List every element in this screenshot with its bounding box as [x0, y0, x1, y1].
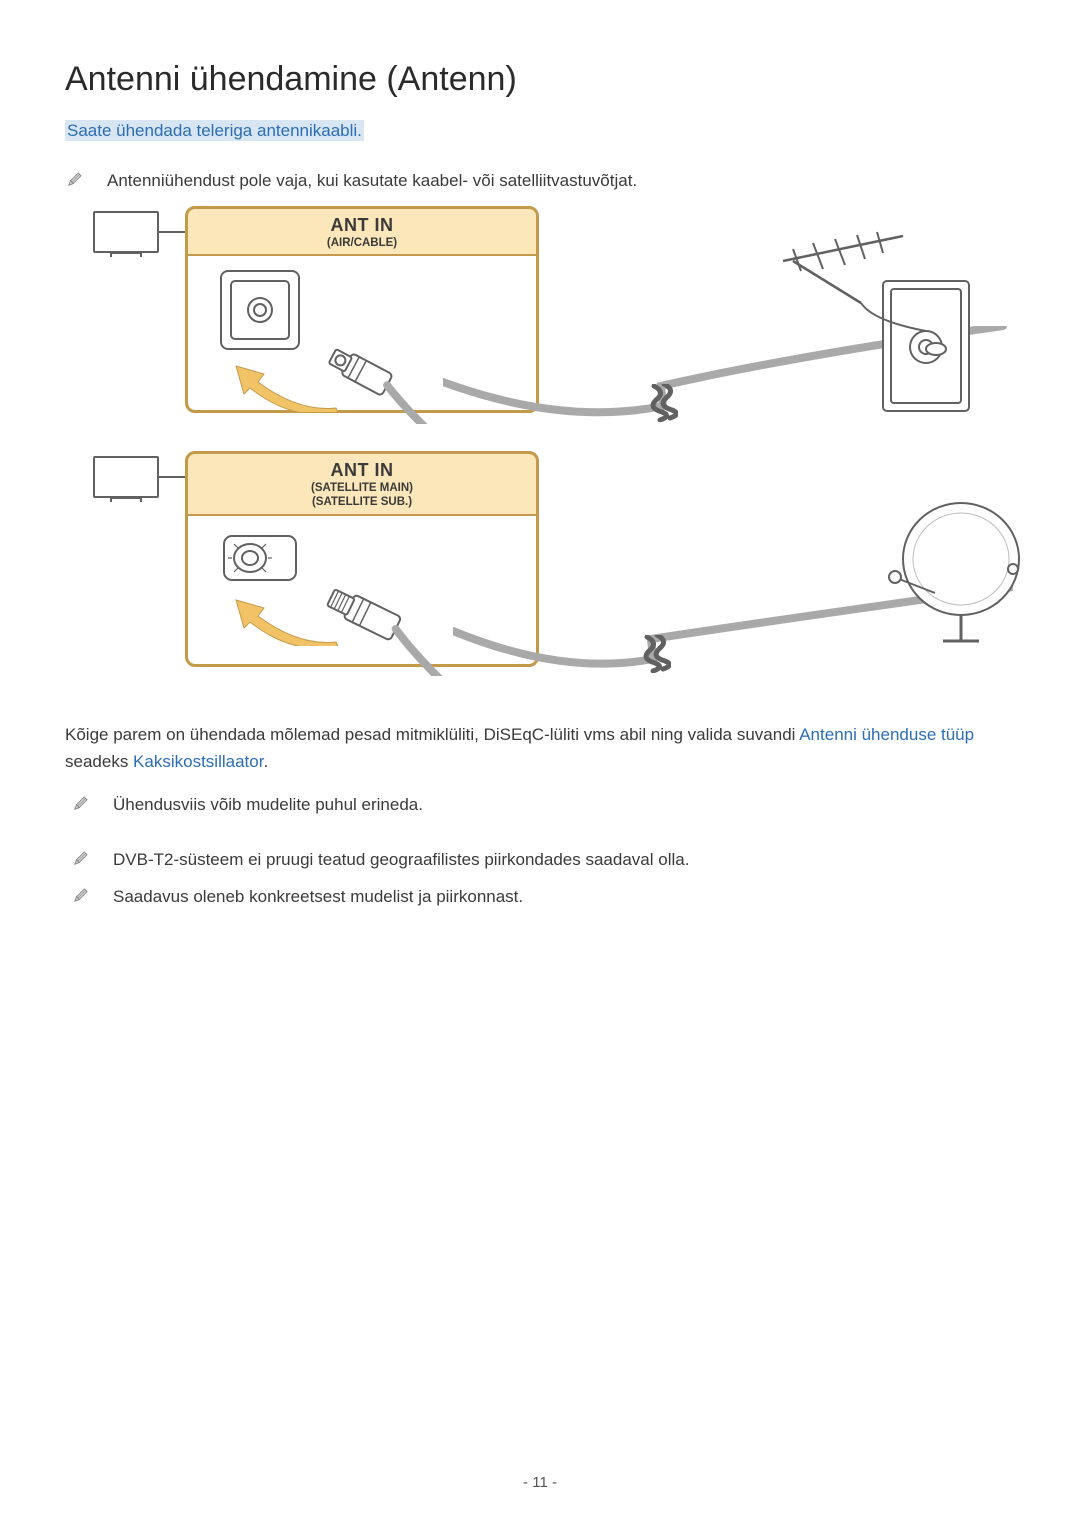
page-subtitle: Saate ühendada teleriga antennikaabli.: [65, 120, 364, 141]
note-text: DVB-T2-süsteem ei pruugi teatud geograaf…: [113, 848, 689, 873]
body-text-pre: Kõige parem on ühendada mõlemad pesad mi…: [65, 725, 799, 744]
cable-squiggle-icon: [641, 635, 671, 673]
tv-icon: [93, 456, 159, 498]
note-row: Saadavus oleneb konkreetsest mudelist ja…: [71, 885, 1015, 910]
top-note-text: Antenniühendust pole vaja, kui kasutate …: [107, 169, 637, 194]
roof-antenna-icon: [753, 231, 1013, 431]
cable-squiggle-icon: [648, 384, 678, 422]
port-label-2: ANT IN (SATELLITE MAIN) (SATELLITE SUB.): [188, 454, 536, 514]
pencil-icon: [65, 171, 83, 194]
link-antenna-type[interactable]: Antenni ühenduse tüüp: [799, 725, 974, 744]
body-text-post: .: [263, 752, 268, 771]
body-paragraph: Kõige parem on ühendada mõlemad pesad mi…: [65, 721, 1015, 775]
notes-list: Ühendusviis võib mudelite puhul erineda.…: [71, 793, 1015, 910]
pencil-icon: [71, 887, 89, 910]
port-label-1: ANT IN (AIR/CABLE): [188, 209, 536, 254]
note-row: Ühendusviis võib mudelite puhul erineda.: [71, 793, 1015, 818]
page-number: - 11 -: [0, 1474, 1080, 1491]
document-page: Antenni ühendamine (Antenn) Saate ühenda…: [0, 0, 1080, 910]
f-connector-icon: [218, 530, 302, 590]
port-sub-2a: (SATELLITE MAIN): [196, 481, 528, 495]
pencil-icon: [71, 795, 89, 818]
wall-plate-icon: [220, 270, 300, 350]
tv-connector-line: [159, 231, 185, 233]
diagram-2: ANT IN (SATELLITE MAIN) (SATELLITE SUB.): [93, 451, 1015, 691]
satellite-dish-icon: [863, 491, 1033, 651]
port-sub-1: (AIR/CABLE): [196, 236, 528, 250]
tv-connector-line: [159, 476, 185, 478]
port-sub-2b: (SATELLITE SUB.): [196, 495, 528, 509]
cable-plug-icon: [316, 586, 476, 676]
port-title-1: ANT IN: [196, 215, 528, 236]
top-note-row: Antenniühendust pole vaja, kui kasutate …: [65, 169, 1015, 194]
note-text: Ühendusviis võib mudelite puhul erineda.: [113, 793, 423, 818]
page-title: Antenni ühendamine (Antenn): [65, 60, 1015, 99]
subtitle-wrap: Saate ühendada teleriga antennikaabli.: [65, 121, 1015, 141]
note-text: Saadavus oleneb konkreetsest mudelist ja…: [113, 885, 523, 910]
body-text-mid: seadeks: [65, 752, 133, 771]
diagram-1: ANT IN (AIR/CABLE): [93, 206, 1015, 421]
tv-icon: [93, 211, 159, 253]
pencil-icon: [71, 850, 89, 873]
note-row: DVB-T2-süsteem ei pruugi teatud geograaf…: [71, 848, 1015, 873]
link-dual-oscillator[interactable]: Kaksikostsillaator: [133, 752, 263, 771]
port-title-2: ANT IN: [196, 460, 528, 481]
